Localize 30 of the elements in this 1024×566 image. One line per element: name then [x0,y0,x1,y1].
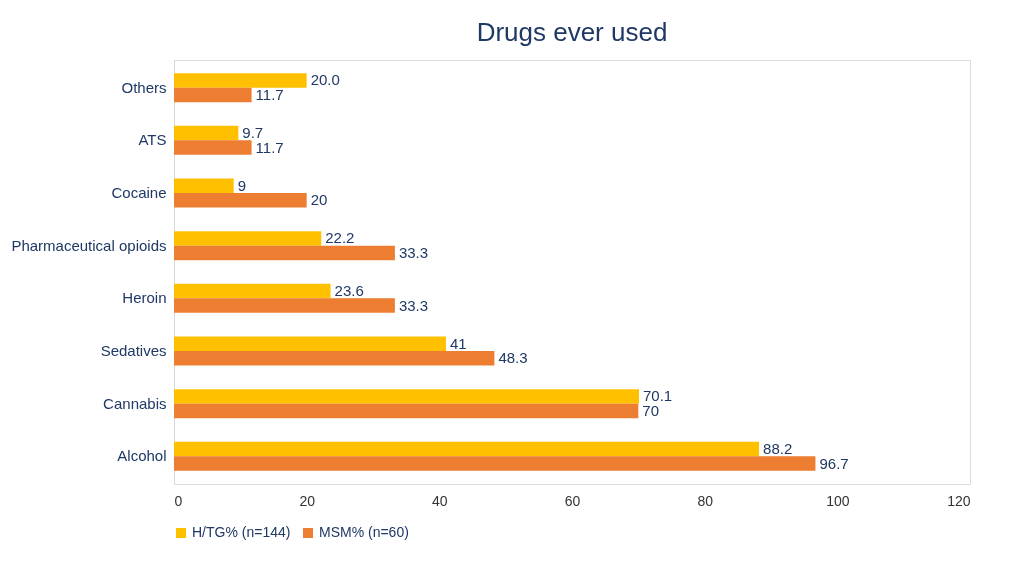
x-tick-label: 60 [564,492,581,509]
x-tick-label: 100 [826,492,850,509]
y-tick-label: Sedatives [100,342,167,360]
legend-label: H/TG% (n=144) [192,524,291,540]
x-tick-label: 20 [299,492,316,509]
x-tick-label: 120 [947,492,971,509]
data-label: 11.7 [255,85,284,103]
y-tick-label: Cannabis [103,394,167,412]
y-tick-label: ATS [138,131,167,149]
data-label: 41 [449,334,467,352]
y-tick-label: Pharmaceutical opioids [11,236,167,254]
data-label: 9 [237,176,247,194]
data-label: 88.2 [763,440,793,458]
legend-label: MSM% (n=60) [319,524,409,540]
y-tick-label: Cocaine [111,183,167,201]
data-label: 20 [310,191,328,209]
x-tick-label: 0 [174,492,183,509]
x-tick-label: 40 [432,492,448,509]
data-label: 33.3 [398,243,429,261]
data-label: 23.6 [334,282,364,300]
y-tick-label: Others [121,78,167,96]
y-tick-label: Alcohol [117,447,167,465]
data-label: 20.0 [310,71,340,89]
y-tick-label: Heroin [122,289,167,307]
data-label: 48.3 [498,349,528,367]
chart-title: Drugs ever used [476,17,668,47]
data-label: 96.7 [819,454,849,472]
data-label: 33.3 [398,296,429,314]
x-tick-label: 80 [697,492,714,509]
data-label: 22.2 [325,229,355,247]
